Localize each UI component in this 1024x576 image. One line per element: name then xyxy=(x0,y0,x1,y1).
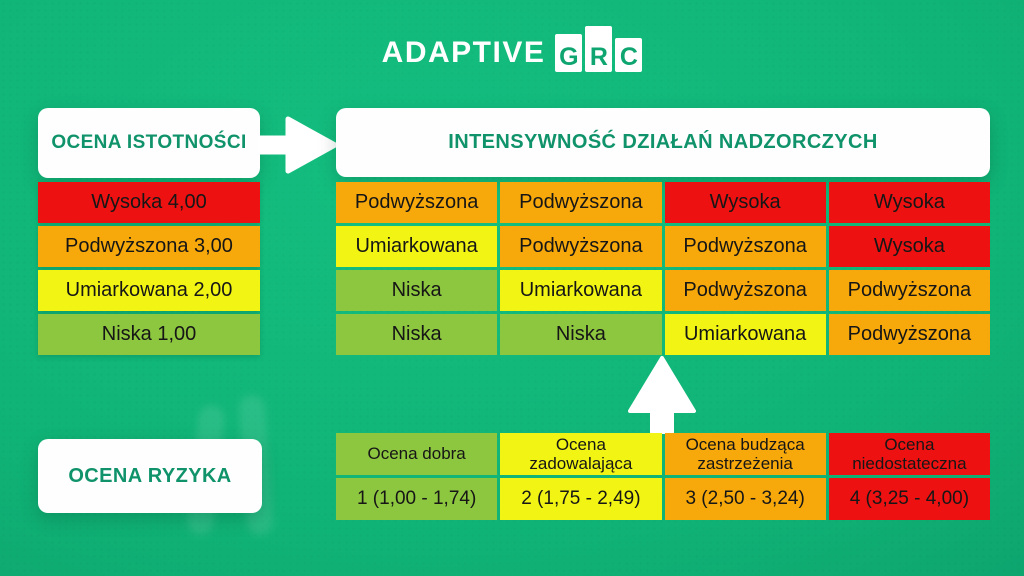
significance-panel-title: OCENA ISTOTNOŚCI xyxy=(38,108,260,178)
matrix-cell: Niska xyxy=(336,270,498,311)
matrix-cell: Umiarkowana xyxy=(500,270,662,311)
matrix-title: INTENSYWNOŚĆ DZIAŁAŃ NADZORCZYCH xyxy=(336,108,990,177)
brand-logo: ADAPTIVE G R C xyxy=(0,26,1024,72)
matrix-cell: Umiarkowana xyxy=(336,226,498,267)
brand-letter-boxes: G R C xyxy=(552,26,643,72)
matrix-cell: Wysoka xyxy=(828,226,990,267)
risk-scale-range: 3 (2,50 - 3,24) xyxy=(664,478,826,520)
matrix-cell: Podwyższona xyxy=(500,182,662,223)
significance-row: Wysoka 4,00 xyxy=(38,182,260,223)
matrix-grid: Podwyższona Podwyższona Wysoka Wysoka Umiark… xyxy=(336,182,990,355)
significance-row: Niska 1,00 xyxy=(38,314,260,355)
matrix-cell: Podwyższona xyxy=(664,226,826,267)
significance-row: Podwyższona 3,00 xyxy=(38,226,260,267)
risk-scale-header: Ocena budząca zastrzeżenia xyxy=(664,433,826,475)
risk-scale-header: Ocena niedostateczna xyxy=(828,433,990,475)
risk-scale-header: Ocena zadowalająca xyxy=(500,433,662,475)
matrix-cell: Podwyższona xyxy=(664,270,826,311)
brand-letter-g: G xyxy=(555,34,583,72)
matrix-cell: Umiarkowana xyxy=(664,314,826,355)
significance-rows: Wysoka 4,00 Podwyższona 3,00 Umiarkowana 2… xyxy=(38,182,260,355)
matrix-cell: Wysoka xyxy=(664,182,826,223)
matrix-cell: Niska xyxy=(336,314,498,355)
matrix-cell: Niska xyxy=(500,314,662,355)
risk-scale-header: Ocena dobra xyxy=(336,433,498,475)
matrix-cell: Podwyższona xyxy=(500,226,662,267)
risk-scale-range: 2 (1,75 - 2,49) xyxy=(500,478,662,520)
matrix-cell: Podwyższona xyxy=(828,314,990,355)
matrix-cell: Wysoka xyxy=(828,182,990,223)
significance-row: Umiarkowana 2,00 xyxy=(38,270,260,311)
brand-letter-r: R xyxy=(585,26,613,72)
risk-scale-range: 4 (3,25 - 4,00) xyxy=(828,478,990,520)
risk-scale-grid: Ocena dobra Ocena zadowalająca Ocena budzą… xyxy=(336,433,990,520)
risk-scale-range: 1 (1,00 - 1,74) xyxy=(336,478,498,520)
arrow-up-icon xyxy=(628,356,696,434)
matrix-cell: Podwyższona xyxy=(828,270,990,311)
arrow-right-icon xyxy=(257,116,338,174)
brand-name: ADAPTIVE xyxy=(381,36,546,69)
matrix-cell: Podwyższona xyxy=(336,182,498,223)
risk-panel-title: OCENA RYZYKA xyxy=(38,439,262,513)
brand-letter-c: C xyxy=(615,38,643,72)
